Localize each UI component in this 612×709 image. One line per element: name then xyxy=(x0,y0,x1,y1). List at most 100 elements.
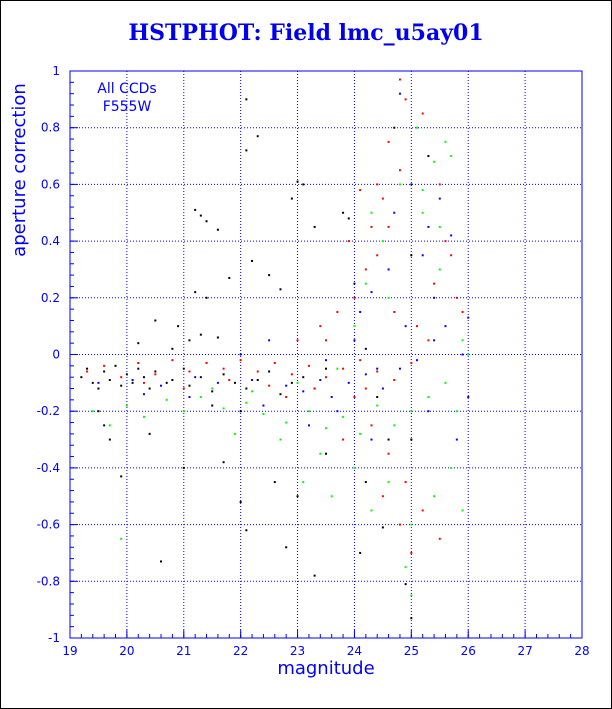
data-point xyxy=(319,379,322,382)
data-point xyxy=(199,214,202,217)
data-point xyxy=(410,362,413,365)
data-point xyxy=(251,390,254,393)
data-point xyxy=(342,438,345,441)
data-point xyxy=(268,370,271,373)
data-point xyxy=(91,410,94,413)
data-point xyxy=(433,495,436,498)
data-point xyxy=(325,376,327,379)
tick-labels: 19 20 21 22 23 24 25 26 27 28 -1 -0.8 -0.6 -0.4 -0.2 0 0… xyxy=(37,64,590,658)
data-point xyxy=(398,92,401,95)
data-point xyxy=(233,381,236,384)
x-tick-label: 19 xyxy=(62,644,77,658)
y-tick-label: 0.2 xyxy=(41,291,60,305)
y-tick-label: -0.8 xyxy=(37,574,60,588)
data-point xyxy=(256,370,259,373)
data-point xyxy=(285,396,288,399)
data-point xyxy=(461,310,464,313)
data-point xyxy=(222,367,225,370)
data-point xyxy=(336,367,339,370)
data-point xyxy=(438,225,441,228)
data-point xyxy=(103,364,106,367)
x-tick-label: 27 xyxy=(517,644,532,658)
y-tick-label: 0.4 xyxy=(41,234,60,248)
data-point xyxy=(461,339,464,342)
data-point xyxy=(387,225,390,228)
data-point xyxy=(416,325,419,328)
data-point xyxy=(279,438,282,441)
points xyxy=(80,78,470,620)
x-tick-label: 28 xyxy=(574,644,589,658)
data-point xyxy=(381,495,384,498)
data-point xyxy=(353,282,356,285)
data-point xyxy=(188,370,191,373)
data-point xyxy=(182,410,185,413)
data-point xyxy=(410,617,413,620)
data-point xyxy=(438,183,441,186)
data-point xyxy=(171,379,174,382)
data-point xyxy=(370,438,373,441)
data-point xyxy=(142,376,145,379)
data-point xyxy=(342,415,345,418)
data-point xyxy=(387,140,390,143)
data-point xyxy=(381,240,384,243)
data-point xyxy=(461,353,464,356)
data-point xyxy=(398,183,401,186)
data-point xyxy=(353,296,356,299)
data-point xyxy=(347,240,350,243)
data-point xyxy=(273,481,276,484)
data-point xyxy=(307,424,310,427)
data-point xyxy=(325,427,327,430)
data-point xyxy=(364,387,367,390)
data-point xyxy=(450,466,453,469)
data-point xyxy=(137,342,140,345)
data-point xyxy=(171,347,174,350)
data-point xyxy=(290,381,293,384)
data-point xyxy=(364,268,367,271)
data-point xyxy=(131,379,134,382)
data-point xyxy=(359,432,362,435)
data-point xyxy=(233,432,236,435)
data-point xyxy=(359,310,362,313)
data-point xyxy=(120,475,123,478)
data-point xyxy=(427,396,430,399)
data-point xyxy=(467,353,470,356)
data-point xyxy=(325,359,327,362)
data-point xyxy=(387,452,390,455)
data-point xyxy=(251,259,254,262)
data-point xyxy=(438,268,441,271)
data-point xyxy=(393,424,396,427)
data-point xyxy=(125,373,128,376)
data-point xyxy=(364,481,367,484)
data-point xyxy=(307,410,310,413)
data-point xyxy=(336,410,339,413)
data-point xyxy=(160,384,163,387)
data-point xyxy=(148,432,151,435)
data-point xyxy=(370,509,373,512)
data-point xyxy=(325,452,327,455)
data-point xyxy=(177,325,180,328)
data-point xyxy=(296,339,299,342)
data-point xyxy=(433,296,436,299)
data-point xyxy=(410,594,413,597)
data-point xyxy=(245,529,248,532)
data-point xyxy=(393,379,396,382)
data-point xyxy=(433,160,436,163)
data-point xyxy=(444,325,447,328)
data-point xyxy=(364,373,367,376)
data-point xyxy=(433,282,436,285)
data-point xyxy=(273,362,276,365)
data-point xyxy=(268,339,271,342)
data-point xyxy=(239,359,242,362)
data-point xyxy=(290,197,293,200)
data-point xyxy=(404,566,407,569)
data-point xyxy=(313,574,316,577)
data-point xyxy=(188,339,191,342)
data-point xyxy=(416,359,419,362)
data-point xyxy=(103,370,106,373)
data-point xyxy=(393,310,396,313)
data-point xyxy=(410,438,413,441)
data-point xyxy=(302,183,305,186)
data-point xyxy=(216,381,219,384)
data-point xyxy=(393,126,396,129)
data-point xyxy=(398,78,401,81)
